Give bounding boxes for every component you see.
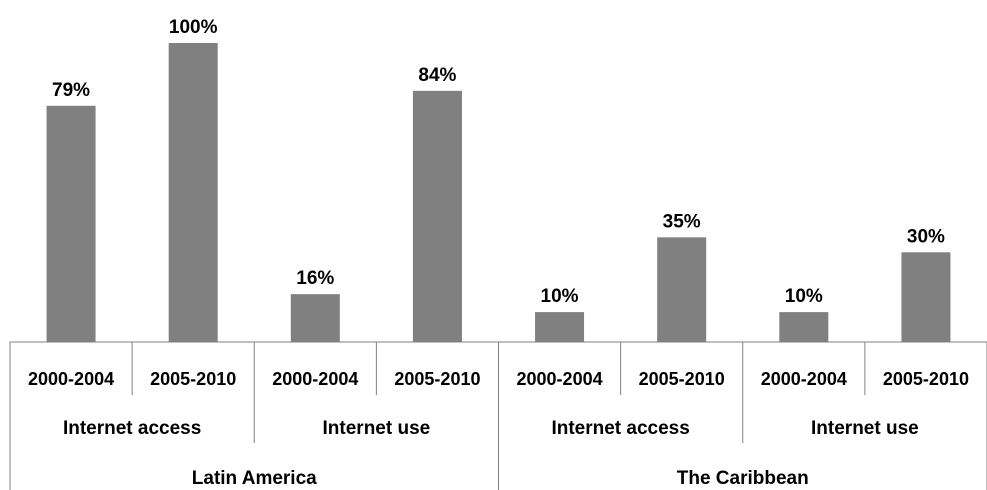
category-label: 2000-2004	[272, 369, 358, 389]
group-label: Internet use	[323, 418, 431, 439]
data-label: 79%	[52, 80, 90, 101]
bar	[290, 294, 340, 342]
category-label: 2005-2010	[883, 369, 969, 389]
category-label: 2005-2010	[150, 369, 236, 389]
bar	[412, 90, 462, 342]
bar	[168, 43, 218, 342]
data-label: 10%	[785, 286, 823, 307]
group-label: Internet access	[551, 418, 689, 439]
group-label: Internet access	[63, 418, 201, 439]
category-label: 2000-2004	[517, 369, 603, 389]
region-label: The Caribbean	[677, 468, 809, 489]
category-label: 2000-2004	[28, 369, 114, 389]
data-label: 30%	[907, 226, 945, 247]
bar	[657, 237, 707, 342]
category-label: 2000-2004	[761, 369, 847, 389]
category-label: 2005-2010	[394, 369, 480, 389]
data-label: 84%	[418, 65, 456, 86]
bar	[779, 312, 829, 342]
data-label: 16%	[296, 268, 334, 289]
group-label: Internet use	[811, 418, 919, 439]
data-label: 10%	[541, 286, 579, 307]
bar	[535, 312, 585, 342]
bar	[901, 252, 951, 342]
bar	[46, 105, 96, 342]
data-label: 100%	[169, 17, 218, 38]
category-label: 2005-2010	[639, 369, 725, 389]
region-label: Latin America	[192, 468, 317, 489]
data-label: 35%	[663, 211, 701, 232]
